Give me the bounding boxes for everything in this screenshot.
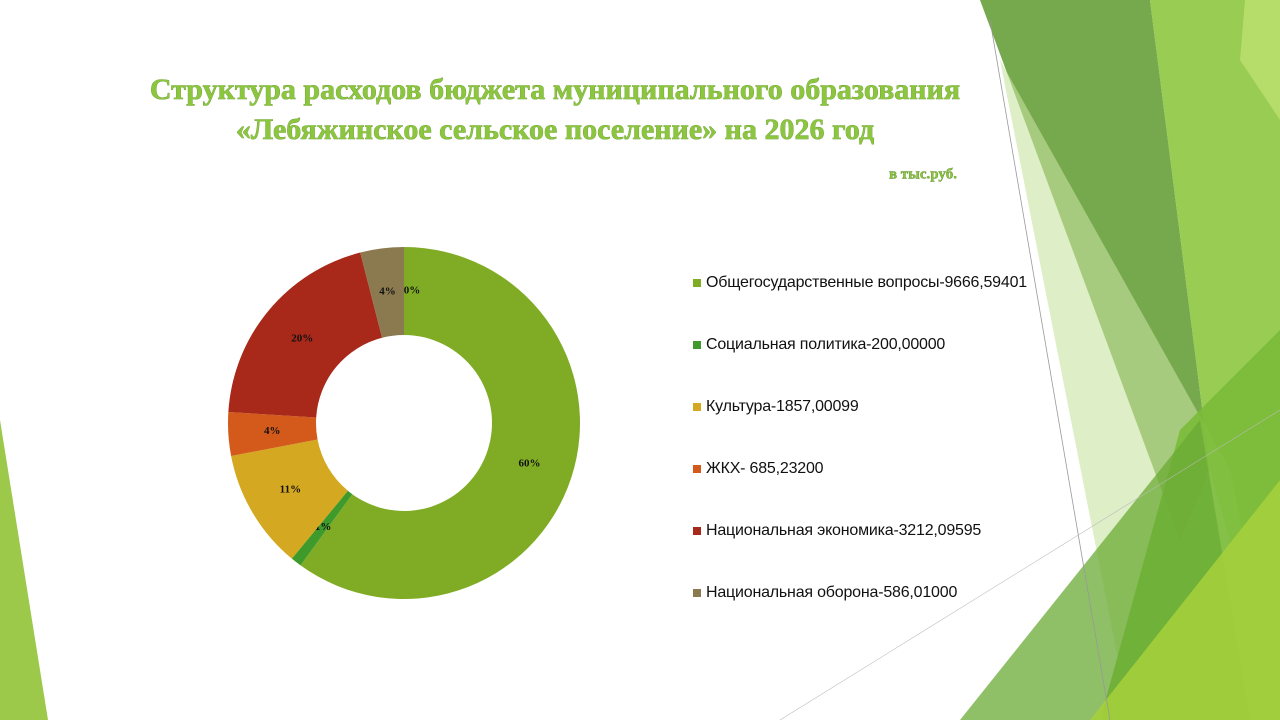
donut-slice xyxy=(291,490,353,566)
legend-swatch xyxy=(693,465,701,473)
donut-slice xyxy=(231,439,348,559)
legend-swatch xyxy=(693,589,701,597)
legend-swatch xyxy=(693,341,701,349)
data-label: 0% xyxy=(404,285,421,297)
data-label: 11% xyxy=(280,484,301,496)
donut-chart: 60%1%11%4%20%4% 0% xyxy=(227,247,581,600)
legend-label: Культура-1857,00099 xyxy=(706,398,859,415)
donut-slice xyxy=(300,247,581,600)
chart-subtitle: «Лебяжинское сельское поселение» на 2026… xyxy=(236,113,874,146)
donut-slice xyxy=(227,411,318,456)
data-label: 60% xyxy=(519,457,541,469)
donut-slice xyxy=(360,247,404,338)
data-label: 4% xyxy=(379,286,396,298)
legend-swatch xyxy=(693,527,701,535)
legend-label: Общегосударственные вопросы-9666,59401 xyxy=(706,274,1027,291)
data-label: 4% xyxy=(264,425,281,437)
legend-label: Национальная экономика-3212,09595 xyxy=(706,522,981,539)
chart-title: Структура расходов бюджета муниципальног… xyxy=(150,73,960,106)
legend-label: ЖКХ- 685,23200 xyxy=(706,460,824,477)
legend-swatch xyxy=(693,279,701,287)
legend: Общегосударственные вопросы-9666,59401 Со… xyxy=(693,274,1027,601)
donut-slice xyxy=(228,252,383,418)
unit-note: в тыс.руб. xyxy=(889,166,957,182)
legend-swatch xyxy=(693,403,701,411)
data-label: 20% xyxy=(291,332,313,344)
legend-label: Социальная политика-200,00000 xyxy=(706,336,945,353)
legend-label: Национальная оборона-586,01000 xyxy=(706,584,957,601)
